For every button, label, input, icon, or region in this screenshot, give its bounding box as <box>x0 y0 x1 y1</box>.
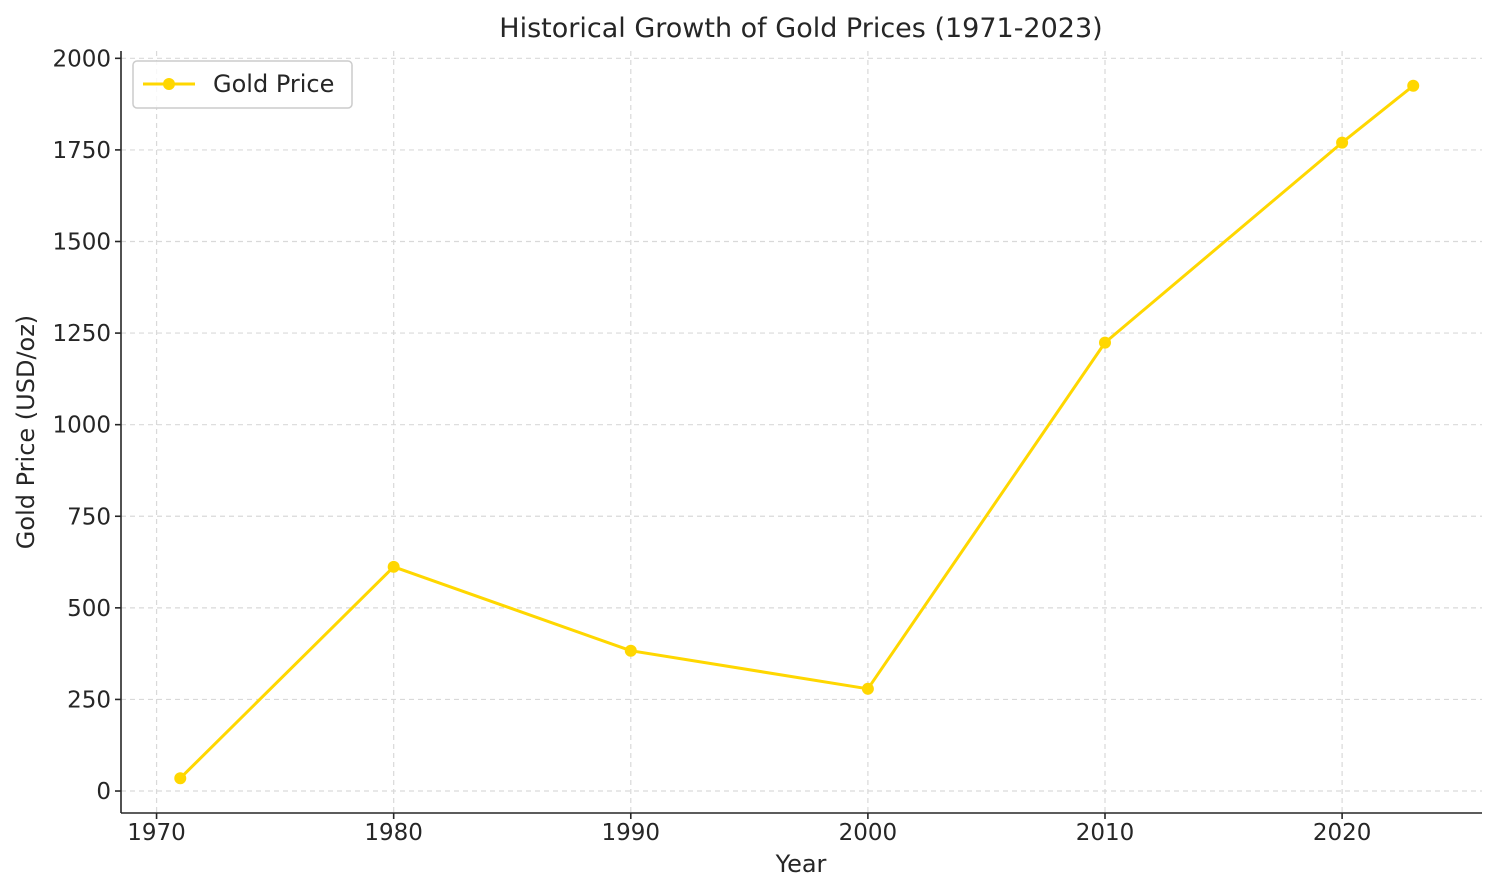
y-tick-label: 500 <box>67 596 111 622</box>
y-tick-label: 1500 <box>52 230 111 256</box>
y-tick-label: 0 <box>96 779 111 805</box>
legend-box <box>132 60 353 109</box>
x-tick-label: 2010 <box>1076 820 1135 846</box>
chart-title: Historical Growth of Gold Prices (1971-2… <box>499 13 1102 44</box>
data-point <box>624 644 637 657</box>
grid <box>121 51 1482 813</box>
y-tick-label: 750 <box>67 504 111 530</box>
data-point <box>1407 79 1420 92</box>
x-tick-label: 1980 <box>364 820 423 846</box>
data-point <box>174 772 187 785</box>
data-point <box>1336 136 1349 149</box>
x-tick-label: 1970 <box>127 820 186 846</box>
x-tick-label: 2000 <box>839 820 898 846</box>
x-tick-label: 1990 <box>602 820 661 846</box>
series-line-gold-price <box>179 84 1415 780</box>
series-layer <box>174 79 1420 785</box>
data-point <box>861 682 874 695</box>
y-axis-label: Gold Price (USD/oz) <box>12 315 40 549</box>
y-tick-label: 1000 <box>52 413 111 439</box>
ticks: 1970 1980 1990 2000 2010 2020 0 250 500 750 1000 12… <box>52 46 1371 846</box>
y-tick-label: 2000 <box>52 46 111 72</box>
data-point <box>1098 336 1111 349</box>
legend-marker-swatch <box>163 78 175 90</box>
axes <box>120 51 1482 814</box>
legend-label: Gold Price <box>213 70 334 98</box>
x-axis-label: Year <box>775 850 827 878</box>
data-point <box>387 560 400 573</box>
legend: Gold Price <box>132 60 353 109</box>
y-tick-label: 250 <box>67 687 111 713</box>
y-tick-label: 1250 <box>52 321 111 347</box>
y-tick-label: 1750 <box>52 138 111 164</box>
x-tick-label: 2020 <box>1313 820 1372 846</box>
